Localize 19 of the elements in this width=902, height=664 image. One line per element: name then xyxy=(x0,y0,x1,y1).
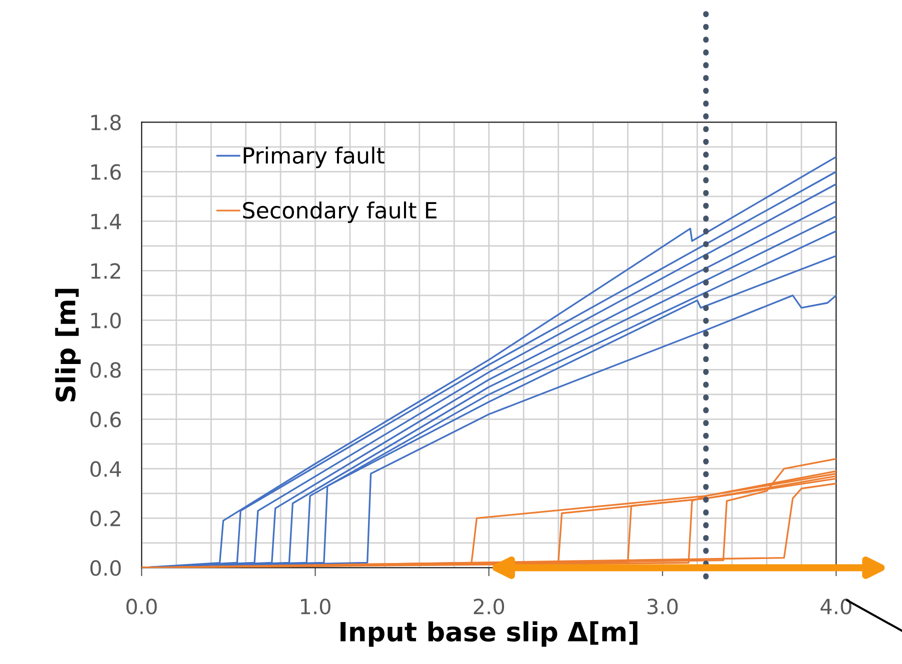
x-tick-label: 0.0 xyxy=(126,598,157,614)
x-tick-label: 2.0 xyxy=(474,598,504,614)
x-tick-label: 3.0 xyxy=(648,598,678,614)
y-tick-label: 1.0 xyxy=(91,312,121,328)
legend-label: Primary fault xyxy=(244,146,384,168)
y-tick-label: 0.0 xyxy=(90,560,121,576)
legend-label: Secondary fault E xyxy=(243,201,436,223)
y-axis-title: Slip [m] xyxy=(55,288,81,402)
y-tick-label: 0.2 xyxy=(90,510,120,526)
x-axis-title: Input base slip Δ[m] xyxy=(340,621,638,647)
x-tick-label: 4.0 xyxy=(820,598,852,614)
y-tick-label: 1.2 xyxy=(91,263,120,279)
y-tick-label: 0.4 xyxy=(90,461,121,477)
x-tick-label: 1.0 xyxy=(300,598,330,614)
y-tick-label: 1.4 xyxy=(91,214,121,230)
y-tick-label: 1.8 xyxy=(91,114,121,130)
y-tick-label: 1.6 xyxy=(91,164,121,180)
y-tick-label: 0.6 xyxy=(90,412,121,428)
y-tick-label: 0.8 xyxy=(90,362,121,378)
